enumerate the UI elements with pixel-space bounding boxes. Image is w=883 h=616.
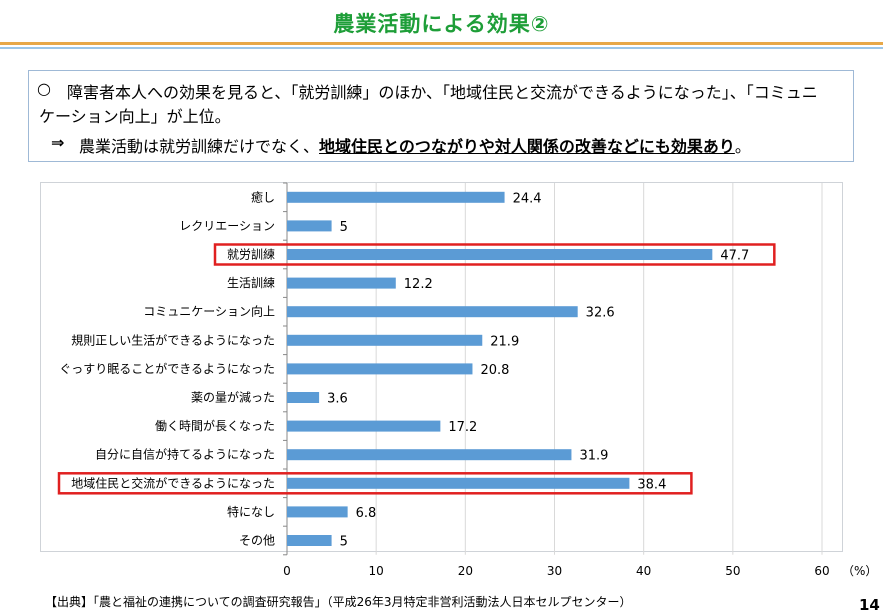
bar (287, 363, 473, 375)
x-tick-label: 10 (369, 564, 384, 578)
x-tick-label: 50 (725, 564, 740, 578)
summary-conclusion: 農業活動は就労訓練だけでなく、地域住民とのつながりや対人関係の改善などにも効果あ… (79, 133, 751, 157)
bar-value-label: 5 (340, 220, 348, 235)
category-label: レクリエーション (179, 219, 275, 233)
summary-line-1: 障害者本人への効果を見ると、「就労訓練」のほか、「地域住民と交流ができるようにな… (67, 83, 818, 102)
bar (287, 535, 332, 546)
bar-value-label: 20.8 (480, 363, 509, 378)
category-label: 働く時間が長くなった (155, 418, 275, 433)
category-label: その他 (239, 534, 275, 548)
category-label: 地域住民と交流ができるようになった (71, 475, 275, 490)
circle-bullet-icon: ○ (37, 79, 51, 98)
category-label: 生活訓練 (227, 275, 275, 290)
category-label: コミュニケーション向上 (143, 304, 275, 319)
x-axis-unit: （%） (842, 564, 877, 578)
x-tick-label: 40 (636, 564, 651, 578)
bar-value-label: 12.2 (404, 277, 433, 292)
category-label: ぐっすり眠ることができるようになった (59, 361, 275, 376)
slide-title: 農業活動による効果② (333, 12, 550, 36)
page-number: 14 (859, 596, 880, 614)
implies-arrow-icon: ⇒ (51, 133, 65, 152)
bar-value-label: 3.6 (327, 392, 348, 407)
summary-box: ○ 障害者本人への効果を見ると、「就労訓練」のほか、「地域住民と交流ができるよう… (28, 70, 854, 162)
conclusion-emphasis: 地域住民とのつながりや対人関係の改善などにも効果あり (319, 137, 735, 156)
bar (287, 392, 320, 403)
conclusion-prefix: 農業活動は就労訓練だけでなく、 (79, 137, 320, 156)
category-label: 就労訓練 (227, 247, 275, 262)
bar (287, 220, 332, 232)
bar (287, 334, 483, 346)
category-label: 薬の量が減った (191, 390, 275, 405)
bar (287, 506, 348, 518)
x-tick-label: 60 (814, 564, 829, 578)
bar-value-label: 6.8 (356, 506, 377, 521)
category-label: 特になし (227, 504, 275, 519)
x-tick-label: 0 (283, 564, 291, 578)
bar-value-label: 5 (340, 535, 348, 550)
bar-value-label: 47.7 (720, 249, 749, 264)
bar-value-label: 17.2 (448, 420, 477, 435)
title-divider-orange (0, 42, 883, 45)
x-tick-label: 30 (547, 564, 562, 578)
bar (287, 191, 505, 203)
highlight-box (57, 472, 693, 495)
bar-value-label: 32.6 (586, 306, 615, 321)
bar (287, 306, 578, 318)
bar-chart-panel (40, 182, 843, 552)
category-label: 癒し (251, 189, 275, 204)
bar-value-label: 31.9 (579, 449, 608, 464)
bar (287, 477, 630, 489)
highlight-box (213, 243, 776, 266)
bar (287, 420, 441, 432)
bar (287, 277, 396, 289)
bar-value-label: 38.4 (637, 477, 666, 492)
title-divider-blue (0, 47, 883, 49)
x-tick-label: 20 (458, 564, 473, 578)
source-citation: 【出典】「農と福祉の連携についての調査研究報告」（平成26年3月特定非営利活動法… (45, 595, 632, 609)
conclusion-suffix: 。 (734, 137, 751, 156)
category-label: 規則正しい生活ができるようになった (71, 332, 275, 347)
bar (287, 449, 572, 461)
bar (287, 249, 713, 260)
bar-value-label: 24.4 (513, 191, 542, 206)
category-label: 自分に自信が持てるようになった (95, 447, 275, 462)
bar-value-label: 21.9 (490, 334, 519, 349)
summary-line-2: ケーション向上」が上位。 (39, 107, 231, 126)
